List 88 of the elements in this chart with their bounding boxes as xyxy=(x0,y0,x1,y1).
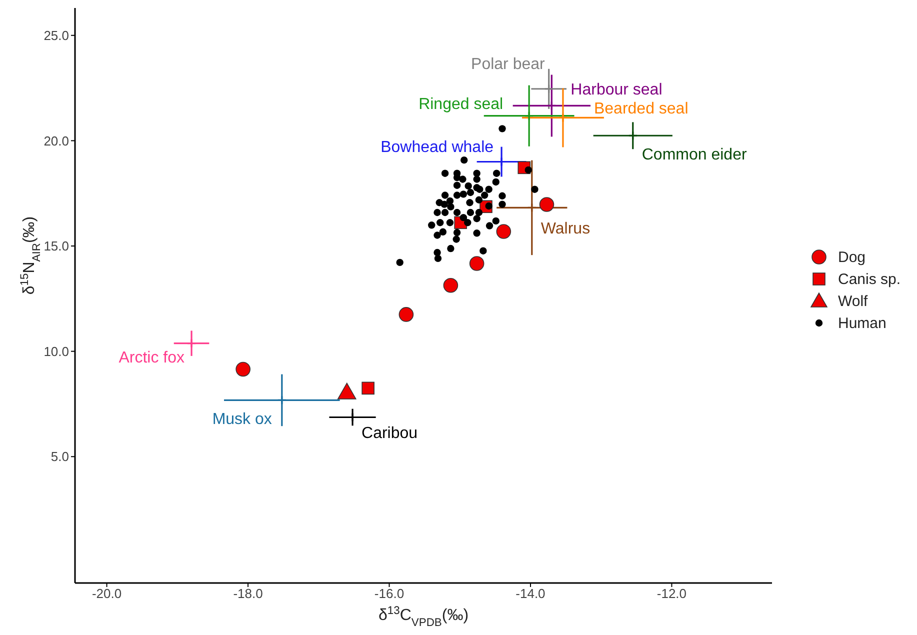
point xyxy=(428,222,436,229)
series-label: Ringed seal xyxy=(418,96,504,113)
point xyxy=(473,176,480,183)
point xyxy=(453,208,461,216)
point xyxy=(466,188,474,196)
point xyxy=(460,214,467,222)
point xyxy=(466,199,474,206)
x-tick-label: -18.0 xyxy=(233,586,263,602)
point xyxy=(531,186,538,193)
y-tick-label: 20.0 xyxy=(44,133,69,148)
point xyxy=(498,125,506,132)
legend-label: Wolf xyxy=(838,292,868,310)
point xyxy=(434,254,442,262)
point xyxy=(492,170,500,177)
point xyxy=(527,202,537,212)
point xyxy=(485,186,492,193)
series-label: Walrus xyxy=(540,220,590,238)
x-tick-label: -16.0 xyxy=(374,586,404,602)
point xyxy=(466,208,474,216)
point xyxy=(464,182,472,190)
point xyxy=(337,382,356,400)
point xyxy=(473,170,480,177)
series-label: Harbour seal xyxy=(570,82,662,99)
point xyxy=(447,203,454,210)
legend-label: Human xyxy=(838,314,886,332)
series-label: Arctic fox xyxy=(118,349,185,366)
point xyxy=(475,208,483,216)
point xyxy=(544,84,554,94)
x-tick-label: -20.0 xyxy=(92,586,122,602)
point xyxy=(459,176,466,183)
series-label: Caribou xyxy=(362,425,418,442)
x-tick-label: -14.0 xyxy=(516,586,546,602)
series-label: Polar bear xyxy=(471,56,546,73)
point xyxy=(476,186,484,193)
point xyxy=(446,219,454,226)
point xyxy=(498,200,506,208)
point xyxy=(236,362,250,377)
point xyxy=(473,230,480,237)
point xyxy=(441,208,449,216)
point xyxy=(362,382,374,395)
point xyxy=(496,224,512,239)
point xyxy=(628,130,638,140)
point xyxy=(546,100,556,111)
y-tick-label: 25.0 xyxy=(44,28,69,43)
y-tick-label: 10.0 xyxy=(44,344,69,359)
series-label: Musk ox xyxy=(212,411,272,428)
y-tick-label: 15.0 xyxy=(44,238,69,254)
point xyxy=(492,178,500,186)
point xyxy=(475,196,483,204)
point xyxy=(460,156,468,164)
point xyxy=(447,244,454,252)
point xyxy=(469,256,484,271)
point xyxy=(453,228,461,236)
point xyxy=(443,278,458,293)
y-tick-label: 5.0 xyxy=(50,449,69,464)
point xyxy=(396,258,404,266)
point xyxy=(453,182,461,189)
point xyxy=(480,247,487,254)
x-axis-title: δ$^{13}$C$_{VPDB}$(‰) xyxy=(378,605,469,629)
point xyxy=(524,111,534,121)
point xyxy=(277,395,287,405)
point xyxy=(434,208,441,216)
legend-label: Canis sp. xyxy=(838,270,901,288)
point xyxy=(558,112,568,123)
legend-label: Dog xyxy=(838,248,866,266)
point xyxy=(473,215,480,222)
point xyxy=(464,219,472,226)
point xyxy=(453,192,461,199)
point xyxy=(441,170,449,177)
series-label: Bearded seal xyxy=(594,100,688,118)
point xyxy=(498,192,506,200)
point xyxy=(439,228,447,236)
x-tick-label: -12.0 xyxy=(656,586,687,602)
point xyxy=(434,248,441,256)
point xyxy=(441,192,449,199)
point xyxy=(539,197,554,212)
point xyxy=(486,222,494,230)
point xyxy=(398,307,414,322)
point xyxy=(452,236,460,243)
point xyxy=(492,217,500,225)
point xyxy=(434,232,441,239)
point xyxy=(186,338,196,348)
series-label: Bowhead whale xyxy=(380,138,494,156)
point xyxy=(436,219,444,226)
series-label: Common eider xyxy=(642,146,748,164)
point xyxy=(460,190,467,198)
point xyxy=(440,200,448,208)
point xyxy=(480,192,488,199)
